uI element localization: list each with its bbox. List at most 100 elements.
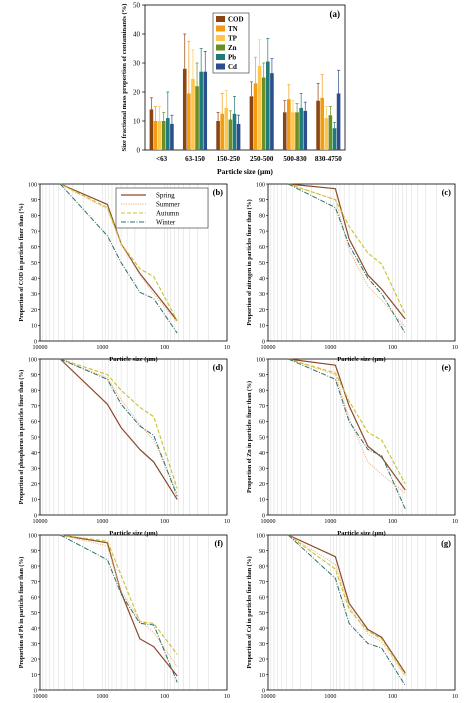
bar-cod bbox=[182, 68, 187, 150]
legend-swatch-tn bbox=[216, 25, 225, 32]
y-tick-label: 30 bbox=[31, 292, 37, 298]
y-tick-label: 0 bbox=[34, 513, 37, 519]
y-tick-label: 50 bbox=[259, 261, 265, 267]
y-tick-label: 50 bbox=[31, 435, 37, 441]
x-category-label: 250-500 bbox=[250, 155, 274, 163]
y-tick-label: 80 bbox=[259, 389, 265, 395]
curve-summer bbox=[59, 183, 178, 323]
panel-frame bbox=[39, 358, 228, 516]
x-tick-label: 10000 bbox=[33, 519, 48, 525]
x-tick-label: 10000 bbox=[261, 519, 276, 525]
y-tick-label: 70 bbox=[31, 229, 37, 235]
bar-cd bbox=[236, 123, 241, 150]
curve-spring bbox=[288, 358, 406, 491]
curve-autumn bbox=[288, 358, 406, 485]
panel-frame bbox=[267, 358, 456, 516]
x-tick-label: 10000 bbox=[261, 345, 276, 351]
y-tick-label: 90 bbox=[31, 373, 37, 379]
y-axis-title: Proportion of Cd in particles finer than… bbox=[246, 556, 253, 668]
x-tick-label: 1000 bbox=[324, 519, 336, 525]
y-tick-label: 10 bbox=[31, 324, 37, 330]
curve-winter bbox=[60, 358, 178, 497]
y-tick-label: 10 bbox=[259, 324, 265, 330]
curve-spring bbox=[60, 534, 178, 677]
y-tick-label: 100 bbox=[28, 533, 37, 539]
curve-winter bbox=[287, 534, 406, 686]
legend-label: Zn bbox=[228, 44, 237, 52]
y-tick-label: 50 bbox=[31, 261, 37, 267]
x-tick-label: 100 bbox=[160, 345, 169, 351]
bar-cd bbox=[170, 123, 174, 150]
curve-winter bbox=[59, 183, 178, 334]
x-tick-label: 1000 bbox=[96, 345, 108, 351]
y-tick-label: 90 bbox=[259, 373, 265, 379]
bar-zn bbox=[228, 119, 233, 150]
y-tick-label: 30 bbox=[133, 60, 141, 68]
x-tick-label: 100 bbox=[160, 519, 169, 525]
panel-c: 0 10 20 30 40 50 60 70 80 90 100 10000 1000 100 10 Part… bbox=[246, 182, 458, 363]
curve-summer bbox=[288, 358, 406, 494]
curve-summer bbox=[288, 183, 406, 328]
y-tick-label: 70 bbox=[259, 229, 265, 235]
x-tick-label: 100 bbox=[388, 519, 397, 525]
y-tick-label: 50 bbox=[31, 611, 37, 617]
bar-pb bbox=[299, 107, 303, 150]
curve-autumn bbox=[287, 534, 406, 675]
legend-swatch-tp bbox=[216, 35, 225, 41]
bar-cod bbox=[316, 100, 320, 150]
curve-winter bbox=[287, 183, 406, 334]
bar-pb bbox=[199, 71, 203, 150]
bar-tn bbox=[287, 99, 291, 150]
panel-a-bar-chart: 0 10 20 30 40 50 <63 63-150 150-250 250-500 500-83… bbox=[121, 2, 346, 176]
panel-a-frame bbox=[144, 4, 346, 151]
x-category-label: 500-830 bbox=[283, 155, 307, 163]
y-tick-label: 90 bbox=[259, 549, 265, 555]
y-tick-label: 50 bbox=[133, 2, 141, 10]
bar-tp bbox=[257, 65, 262, 150]
y-tick-label: 40 bbox=[31, 451, 37, 457]
y-tick-label: 30 bbox=[259, 467, 265, 473]
bar-cd bbox=[303, 110, 308, 150]
bar-pb bbox=[332, 128, 337, 150]
y-tick-label: 50 bbox=[259, 611, 265, 617]
y-tick-label: 20 bbox=[259, 657, 265, 663]
y-tick-label: 20 bbox=[31, 308, 37, 314]
x-axis-title: Particle size (μm) bbox=[109, 356, 157, 363]
bar-tp bbox=[191, 78, 195, 150]
panel-letter: (c) bbox=[442, 187, 452, 197]
bar-cod bbox=[282, 112, 287, 150]
y-tick-label: 70 bbox=[31, 404, 37, 410]
x-tick-label: 10 bbox=[452, 519, 458, 525]
y-tick-label: 0 bbox=[262, 688, 265, 694]
bar-tn bbox=[153, 121, 158, 150]
y-axis-title: Proportion of nitrogen in particles fine… bbox=[246, 199, 253, 325]
x-tick-label: 10000 bbox=[261, 694, 276, 700]
y-tick-label: 10 bbox=[259, 498, 265, 504]
bar-cd bbox=[270, 73, 274, 150]
y-tick-label: 90 bbox=[259, 198, 265, 204]
bar-cd bbox=[336, 93, 341, 150]
y-tick-label: 30 bbox=[31, 642, 37, 648]
y-tick-label: 20 bbox=[133, 89, 141, 97]
bar-pb bbox=[266, 61, 270, 150]
bar-zn bbox=[295, 112, 299, 150]
y-tick-label: 100 bbox=[256, 182, 265, 188]
curve-autumn bbox=[60, 534, 178, 655]
y-axis-title: Proportion of Pb in particles finer than… bbox=[18, 557, 25, 669]
y-tick-label: 20 bbox=[259, 308, 265, 314]
x-tick-label: 100 bbox=[160, 694, 169, 700]
y-tick-label: 0 bbox=[137, 147, 141, 155]
x-tick-label: 10000 bbox=[33, 345, 48, 351]
x-tick-label: 1000 bbox=[96, 519, 108, 525]
bar-tn bbox=[253, 83, 258, 150]
curve-spring bbox=[287, 534, 406, 674]
y-tick-label: 30 bbox=[259, 292, 265, 298]
y-tick-label: 70 bbox=[259, 404, 265, 410]
bar-cod bbox=[249, 96, 254, 150]
legend-label: Spring bbox=[156, 192, 175, 200]
y-tick-label: 80 bbox=[259, 564, 265, 570]
curve-winter bbox=[59, 534, 178, 683]
y-tick-label: 100 bbox=[256, 357, 265, 363]
curve-spring bbox=[288, 183, 406, 320]
